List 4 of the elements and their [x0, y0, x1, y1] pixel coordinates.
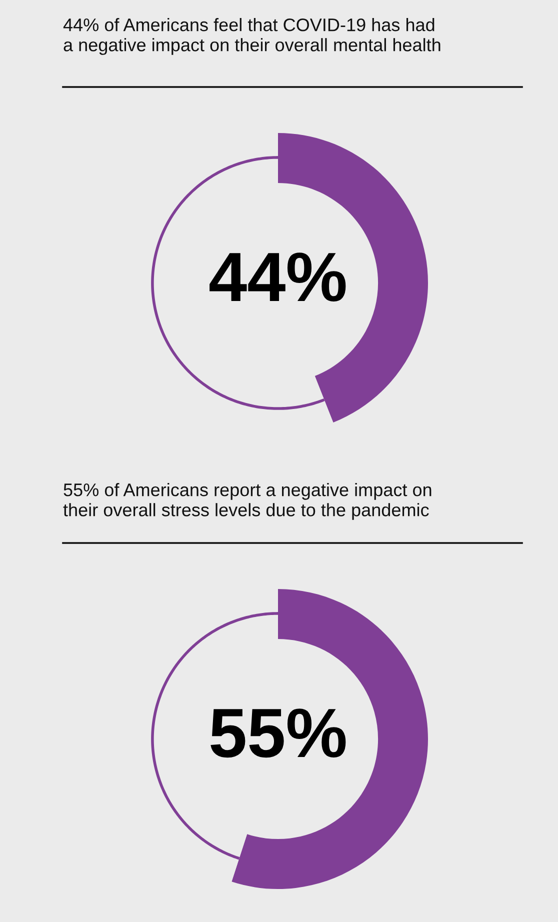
data-label: 55% — [210, 708, 346, 758]
chart-title: 55% of Americans report a negative impact on their overall stress levels due to the pandemic — [63, 483, 432, 520]
chart-title: 44% of Americans feel that COVID-19 has had a negative impact on their overall mental health — [63, 18, 440, 55]
data-label: 44% — [210, 252, 346, 302]
